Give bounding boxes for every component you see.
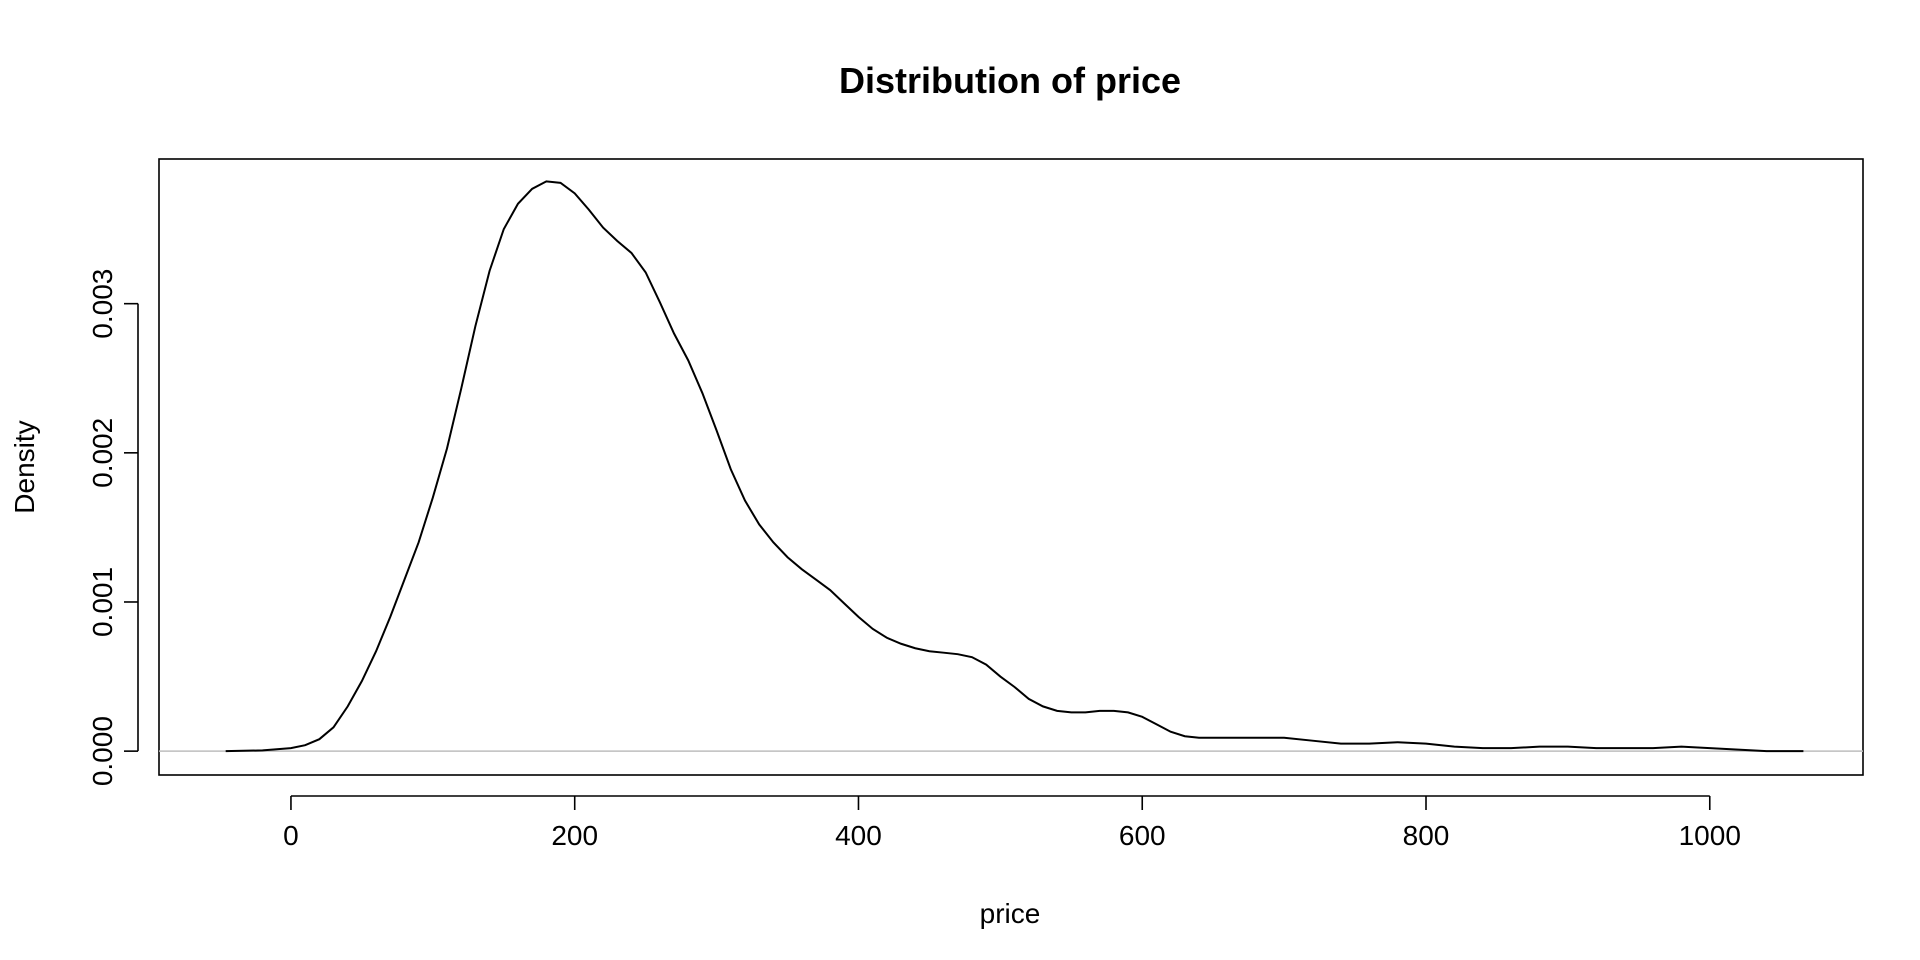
x-axis: 0 200 400 600 800 1000 (283, 795, 1741, 851)
x-axis-label: price (980, 898, 1041, 929)
x-tick-label: 1000 (1679, 820, 1741, 851)
y-axis: 0.000 0.001 0.002 0.003 (87, 269, 139, 786)
y-tick-label: 0.000 (87, 716, 118, 786)
x-tick-label: 600 (1119, 820, 1166, 851)
x-tick-label: 200 (551, 820, 598, 851)
chart-title: Distribution of price (839, 60, 1181, 101)
y-tick-label: 0.003 (87, 269, 118, 339)
plot-box (158, 158, 1864, 776)
x-tick-label: 800 (1403, 820, 1450, 851)
y-tick-label: 0.002 (87, 418, 118, 488)
y-tick-label: 0.001 (87, 567, 118, 637)
x-tick-label: 0 (283, 820, 299, 851)
density-series-line (225, 180, 1804, 753)
x-tick-label: 400 (835, 820, 882, 851)
y-axis-label: Density (9, 420, 40, 513)
